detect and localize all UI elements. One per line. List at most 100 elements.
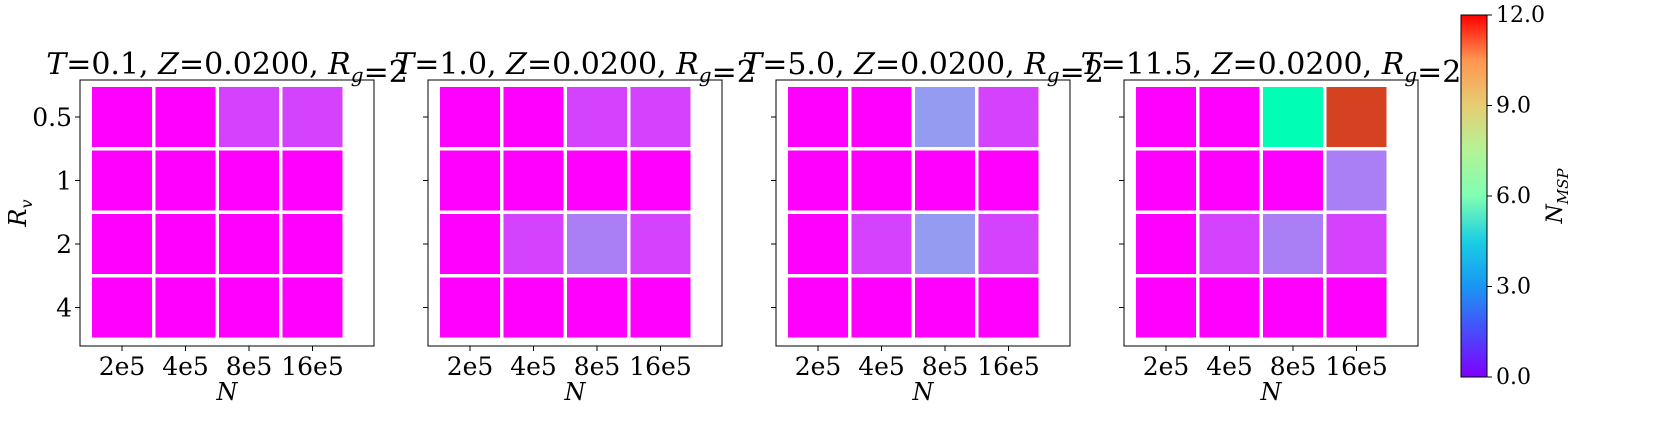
heatmap-cell: [440, 150, 500, 211]
heatmap-cell: [282, 277, 343, 338]
heatmap-cell: [788, 214, 848, 274]
y-tick-label: 4: [56, 294, 72, 323]
heatmap-panel: T=0.1, Z=0.0200, Rg=2 2e5 4e5 8e5 16e5 0.5 1 2 4…: [4, 47, 408, 406]
heatmap-cell: [567, 277, 627, 338]
heatmap-cell: [219, 277, 279, 338]
y-tick-label: 2: [56, 230, 72, 259]
heatmap-cell: [788, 87, 848, 147]
x-tick-label: 16e5: [629, 352, 692, 381]
colorbar-tick-label: 0.0: [1496, 365, 1531, 390]
heatmap-cell: [155, 87, 216, 147]
heatmap-cell: [1263, 150, 1323, 211]
heatmap-cell: [978, 87, 1039, 147]
heatmap-cell: [915, 150, 975, 211]
heatmap-cell: [915, 87, 975, 147]
heatmap-cell: [978, 277, 1039, 338]
heatmap-cell: [1263, 277, 1323, 338]
heatmap-cell: [282, 214, 343, 274]
heatmap-cell: [503, 277, 564, 338]
x-tick-label: 16e5: [1325, 352, 1388, 381]
heatmap-cell: [155, 150, 216, 211]
x-tick-label: 8e5: [226, 352, 273, 381]
heatmap-cell: [567, 87, 627, 147]
heatmap-cell: [1136, 150, 1196, 211]
heatmap-cell: [440, 277, 500, 338]
x-tick-label: 2e5: [99, 352, 146, 381]
heatmap-cell: [851, 87, 912, 147]
heatmap-cell: [440, 214, 500, 274]
heatmap-panel: T=1.0, Z=0.0200, Rg=2 2e5 4e5 8e5 16e5 N: [394, 47, 756, 406]
heatmap-cell: [978, 150, 1039, 211]
heatmap-cell: [1199, 214, 1260, 274]
y-axis-label: Rv: [4, 199, 36, 227]
x-tick-label: 2e5: [795, 352, 842, 381]
heatmap-cell: [282, 87, 343, 147]
colorbar-gradient: [1460, 14, 1488, 378]
heatmap-cell: [219, 214, 279, 274]
heatmap-cell: [1263, 87, 1323, 147]
colorbar: 0.0 3.0 6.0 9.0 12.0 NMSP: [1460, 3, 1572, 390]
heatmap-cell: [92, 277, 152, 338]
heatmap-cell: [851, 150, 912, 211]
heatmap-cell: [155, 214, 216, 274]
heatmap-cell: [219, 87, 279, 147]
colorbar-label: NMSP: [1543, 168, 1572, 225]
heatmap-panel: T=5.0, Z=0.0200, Rg=2 2e5 4e5 8e5 16e5 N: [742, 47, 1104, 406]
heatmap-cell: [440, 87, 500, 147]
heatmap-cell: [1136, 87, 1196, 147]
heatmap-cell: [1199, 87, 1260, 147]
heatmap-cell: [503, 150, 564, 211]
colorbar-tick-label: 6.0: [1496, 184, 1531, 209]
x-tick-label: 8e5: [922, 352, 969, 381]
x-tick-label: 2e5: [1143, 352, 1190, 381]
heatmap-cell: [1199, 150, 1260, 211]
heatmap-cell: [1136, 277, 1196, 338]
heatmap-cell: [978, 214, 1039, 274]
panel-title: T=0.1, Z=0.0200, Rg=2: [46, 47, 408, 90]
x-tick-label: 8e5: [1270, 352, 1317, 381]
colorbar-tick-label: 3.0: [1496, 275, 1531, 300]
heatmap-cell: [219, 150, 279, 211]
heatmap-cell: [915, 277, 975, 338]
y-tick-label: 0.5: [32, 103, 72, 132]
x-tick-label: 4e5: [510, 352, 557, 381]
heatmap-cell: [630, 87, 691, 147]
heatmap-cell: [851, 214, 912, 274]
x-tick-label: 4e5: [1206, 352, 1253, 381]
heatmap-cell: [1263, 214, 1323, 274]
colorbar-tick-label: 12.0: [1496, 3, 1545, 28]
panel-title: T=1.0, Z=0.0200, Rg=2: [394, 47, 756, 90]
panel-title: T=11.5, Z=0.0200, Rg=2: [1081, 47, 1462, 90]
x-axis-label: N: [216, 378, 239, 406]
axes-frame: [79, 79, 375, 347]
heatmap-cell: [1326, 214, 1387, 274]
heatmap-cell: [567, 214, 627, 274]
heatmap-cell: [630, 277, 691, 338]
y-tick-label: 1: [56, 167, 72, 196]
x-axis-label: N: [564, 378, 587, 406]
panel-title: T=5.0, Z=0.0200, Rg=2: [742, 47, 1104, 90]
heatmap-cell: [915, 214, 975, 274]
heatmap-cell: [851, 277, 912, 338]
heatmap-cell: [567, 150, 627, 211]
x-axis-label: N: [912, 378, 935, 406]
x-tick-label: 16e5: [281, 352, 344, 381]
heatmap-panels: T=0.1, Z=0.0200, Rg=2 2e5 4e5 8e5 16e5 0.5 1 2 4…: [4, 47, 1461, 406]
heatmap-cell: [92, 150, 152, 211]
heatmap-cell: [1199, 277, 1260, 338]
colorbar-tick-label: 9.0: [1496, 94, 1531, 119]
x-axis-label: N: [1260, 378, 1283, 406]
x-tick-label: 4e5: [858, 352, 905, 381]
heatmap-cell: [282, 150, 343, 211]
x-tick-label: 2e5: [447, 352, 494, 381]
axes-frame: [775, 79, 1071, 347]
heatmap-panel: T=11.5, Z=0.0200, Rg=2 2e5 4e5 8e5 16e5 N: [1081, 47, 1462, 406]
heatmap-cell: [503, 87, 564, 147]
x-tick-label: 8e5: [574, 352, 621, 381]
heatmap-cell: [92, 214, 152, 274]
heatmap-cell: [630, 214, 691, 274]
heatmap-cell: [1326, 87, 1387, 147]
heatmap-cell: [155, 277, 216, 338]
heatmap-cell: [1326, 277, 1387, 338]
